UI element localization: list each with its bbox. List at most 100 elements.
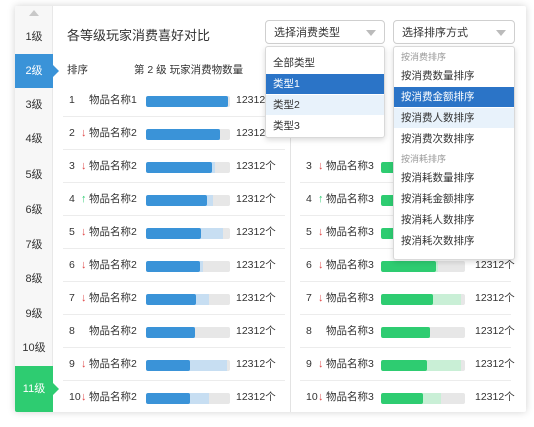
ranking-row: 7 ↓ 物品名称3 12312个 [300,282,515,315]
sort-menu-option[interactable]: 按消费数量排序 [401,70,475,82]
progress-bar [146,162,230,173]
progress-fill [381,360,428,371]
level-tab[interactable]: 1级 [15,20,53,54]
rank-number: 7 [69,292,75,304]
arrow-down-icon: ↓ [318,292,324,304]
level-tab[interactable]: 5级 [15,158,53,192]
ranking-row: 6 ↓ 物品名称2 12312个 [63,249,285,282]
arrow-down-icon: ↓ [318,226,324,238]
progress-bar [146,393,230,404]
sort-menu-option[interactable]: 按消耗金额排序 [401,193,475,205]
chevron-down-icon [366,30,376,36]
ranking-row: 2 ↓ 物品名称2 12312个 [63,117,285,150]
type-select-value: 选择消费类型 [274,27,340,39]
type-menu-option[interactable]: 类型1 [266,74,384,94]
rank-number: 2 [69,127,75,139]
rank-number: 5 [69,226,75,238]
ranking-row: 7 ↓ 物品名称2 12312个 [63,282,285,315]
level-tab[interactable]: 2级 [15,54,59,88]
item-count: 12312个 [475,391,515,403]
arrow-down-icon: ↓ [81,358,87,370]
level-label: 11级 [22,383,46,395]
sort-menu-option[interactable]: 按消费次数排序 [401,133,475,145]
level-tab[interactable]: 4级 [15,122,53,156]
item-name: 物品名称2 [89,193,137,205]
rank-number: 3 [69,160,75,172]
rank-number: 6 [306,259,312,271]
progress-fill [146,162,212,173]
level-tab[interactable]: 3级 [15,88,53,122]
arrow-down-icon: ↓ [81,127,87,139]
progress-bar [146,261,230,272]
level-label: 5级 [25,169,43,181]
item-name: 物品名称2 [89,127,137,139]
ranking-row: 4 ↑ 物品名称2 12312个 [63,183,285,216]
type-menu-option[interactable]: 类型2 [266,95,384,115]
sort-menu-option[interactable]: 按消费金额排序 [394,87,514,107]
progress-fill [146,294,197,305]
progress-fill [381,294,434,305]
rank-number: 4 [306,193,312,205]
type-select[interactable]: 选择消费类型 [265,20,385,44]
level-tab[interactable]: 9级 [15,297,53,331]
progress-fill [381,261,436,272]
progress-bar [381,327,465,338]
item-name: 物品名称2 [89,391,137,403]
sort-menu-option[interactable]: 按消耗人数排序 [401,214,475,226]
arrow-down-icon: ↓ [81,226,87,238]
item-count: 12312个 [236,325,276,337]
type-menu-option[interactable]: 类型3 [273,120,300,132]
sort-menu-option[interactable]: 按消费人数排序 [394,108,514,128]
progress-fill [146,228,202,239]
progress-bar [146,96,230,107]
item-name: 物品名称2 [89,259,137,271]
sort-select-value: 选择排序方式 [402,27,468,39]
level-label: 1级 [25,31,43,43]
item-count: 12312个 [475,259,515,271]
level-tab[interactable]: 10级 [15,331,53,365]
level-label: 2级 [25,65,43,77]
sort-select[interactable]: 选择排序方式 [393,20,515,44]
column-header-title: 第 2 级 玩家消费物数量 [134,64,244,76]
level-label: 9级 [25,308,43,320]
level-label: 3级 [25,99,43,111]
level-tab[interactable]: 8级 [15,262,53,296]
scroll-up-arrow-icon[interactable] [15,6,53,20]
item-name: 物品名称2 [89,226,137,238]
ranking-row: 5 ↓ 物品名称2 12312个 [63,216,285,249]
item-count: 12312个 [236,193,276,205]
arrow-up-icon: ↑ [81,193,87,205]
level-tab[interactable]: 7级 [15,228,53,262]
rank-number: 8 [69,325,75,337]
item-count: 12312个 [475,325,515,337]
ranking-row: 9 ↓ 物品名称2 12312个 [63,348,285,381]
item-name: 物品名称3 [326,292,374,304]
progress-bar [381,360,465,371]
level-label: 8级 [25,273,43,285]
progress-bar [381,393,465,404]
progress-fill [381,393,423,404]
ranking-row: 9 ↓ 物品名称3 12312个 [300,348,515,381]
progress-fill [146,327,195,338]
sort-menu-option[interactable]: 按消耗次数排序 [401,235,475,247]
item-name: 物品名称3 [326,358,374,370]
type-menu-option[interactable]: 全部类型 [273,57,315,69]
progress-fill [381,327,430,338]
level-tab[interactable]: 6级 [15,193,53,227]
rank-number: 10 [69,391,81,403]
progress-bar [146,360,230,371]
progress-fill [146,195,208,206]
progress-fill [146,129,220,140]
item-name: 物品名称2 [89,358,137,370]
item-name: 物品名称3 [326,325,374,337]
progress-bar [146,294,230,305]
item-name: 物品名称3 [326,391,374,403]
item-name: 物品名称3 [326,193,374,205]
ranking-row: 1 物品名称1 12312个 [63,84,285,117]
item-count: 12312个 [475,292,515,304]
dashboard-card: 1级 2级 3级 4级 5级 6级 7级 8级 9级 10级 11级 各等级玩家消费喜好对比 选择消… [15,6,526,412]
level-tab[interactable]: 11级 [15,366,59,412]
sort-menu-option[interactable]: 按消耗数量排序 [401,172,475,184]
panel-divider [290,74,291,412]
arrow-up-icon: ↑ [318,193,324,205]
